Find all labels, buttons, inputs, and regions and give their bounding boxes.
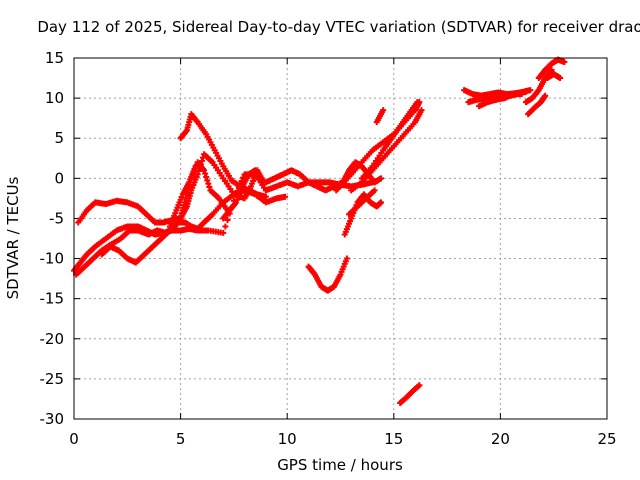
data-point bbox=[522, 88, 529, 95]
data-series bbox=[75, 159, 231, 226]
y-tick-label: -5 bbox=[49, 209, 64, 227]
y-tick-label: -15 bbox=[40, 290, 65, 308]
data-point bbox=[542, 92, 549, 99]
y-axis-label: SDTVAR / TECUs bbox=[4, 176, 22, 299]
data-series bbox=[166, 163, 199, 230]
y-tick-label: 5 bbox=[54, 129, 64, 147]
chart-title: Day 112 of 2025, Sidereal Day-to-day VTE… bbox=[37, 18, 640, 36]
data-point bbox=[181, 199, 188, 206]
data-point bbox=[418, 107, 425, 114]
data-point bbox=[527, 87, 534, 94]
plot-border bbox=[73, 57, 608, 420]
data-point bbox=[378, 199, 385, 206]
y-tick-label: 15 bbox=[45, 49, 64, 67]
data-point bbox=[378, 175, 385, 182]
data-point bbox=[518, 91, 525, 98]
data-point bbox=[201, 167, 208, 174]
y-tick-label: 0 bbox=[54, 169, 64, 187]
data-series bbox=[525, 92, 549, 118]
data-point bbox=[220, 229, 227, 236]
y-tick-label: -30 bbox=[40, 410, 65, 428]
data-point bbox=[557, 75, 564, 82]
data-point bbox=[198, 157, 205, 164]
x-tick-label: 5 bbox=[176, 430, 186, 448]
x-tick-label: 20 bbox=[491, 430, 510, 448]
y-tick-labels: -30 -25 -20 -15 -10 -5 0 5 10 15 bbox=[40, 49, 65, 428]
x-tick-label: 25 bbox=[597, 430, 616, 448]
data-point bbox=[371, 187, 378, 194]
data-series bbox=[522, 67, 555, 106]
data-point bbox=[416, 382, 423, 389]
data-point bbox=[561, 59, 568, 66]
y-tick-label: -10 bbox=[40, 250, 65, 268]
data-series bbox=[346, 187, 378, 218]
data-series bbox=[71, 171, 376, 274]
grid-lines bbox=[73, 57, 608, 420]
data-point bbox=[203, 173, 210, 180]
data-point bbox=[414, 99, 421, 106]
data-series bbox=[305, 255, 350, 294]
x-tick-label: 15 bbox=[384, 430, 403, 448]
data-point bbox=[206, 184, 213, 191]
data-point bbox=[192, 163, 199, 170]
data-point bbox=[343, 255, 350, 262]
data-point bbox=[205, 180, 212, 187]
y-tick-label: -25 bbox=[40, 370, 65, 388]
data-point bbox=[182, 195, 189, 202]
data-point bbox=[222, 223, 229, 230]
data-point bbox=[224, 217, 231, 224]
data-point bbox=[380, 107, 387, 114]
data-series bbox=[476, 91, 525, 110]
x-tick-label: 10 bbox=[278, 430, 297, 448]
x-tick-label: 0 bbox=[69, 430, 79, 448]
data-point bbox=[548, 67, 555, 74]
data-series bbox=[358, 99, 421, 182]
data-series bbox=[220, 167, 265, 222]
y-tick-label: -20 bbox=[40, 330, 65, 348]
data-series bbox=[544, 71, 564, 82]
data-series bbox=[397, 382, 423, 406]
data-series bbox=[348, 107, 425, 194]
data-series bbox=[373, 107, 387, 126]
data-point bbox=[258, 175, 265, 182]
data-point bbox=[204, 177, 211, 184]
data-point bbox=[202, 170, 209, 177]
x-axis-label: GPS time / hours bbox=[277, 456, 403, 474]
data-marks bbox=[71, 56, 568, 406]
x-tick-labels: 0 5 10 15 20 25 bbox=[69, 430, 616, 448]
data-point bbox=[194, 171, 201, 178]
y-tick-label: 10 bbox=[45, 89, 64, 107]
data-point bbox=[262, 193, 269, 200]
data-point bbox=[282, 193, 289, 200]
